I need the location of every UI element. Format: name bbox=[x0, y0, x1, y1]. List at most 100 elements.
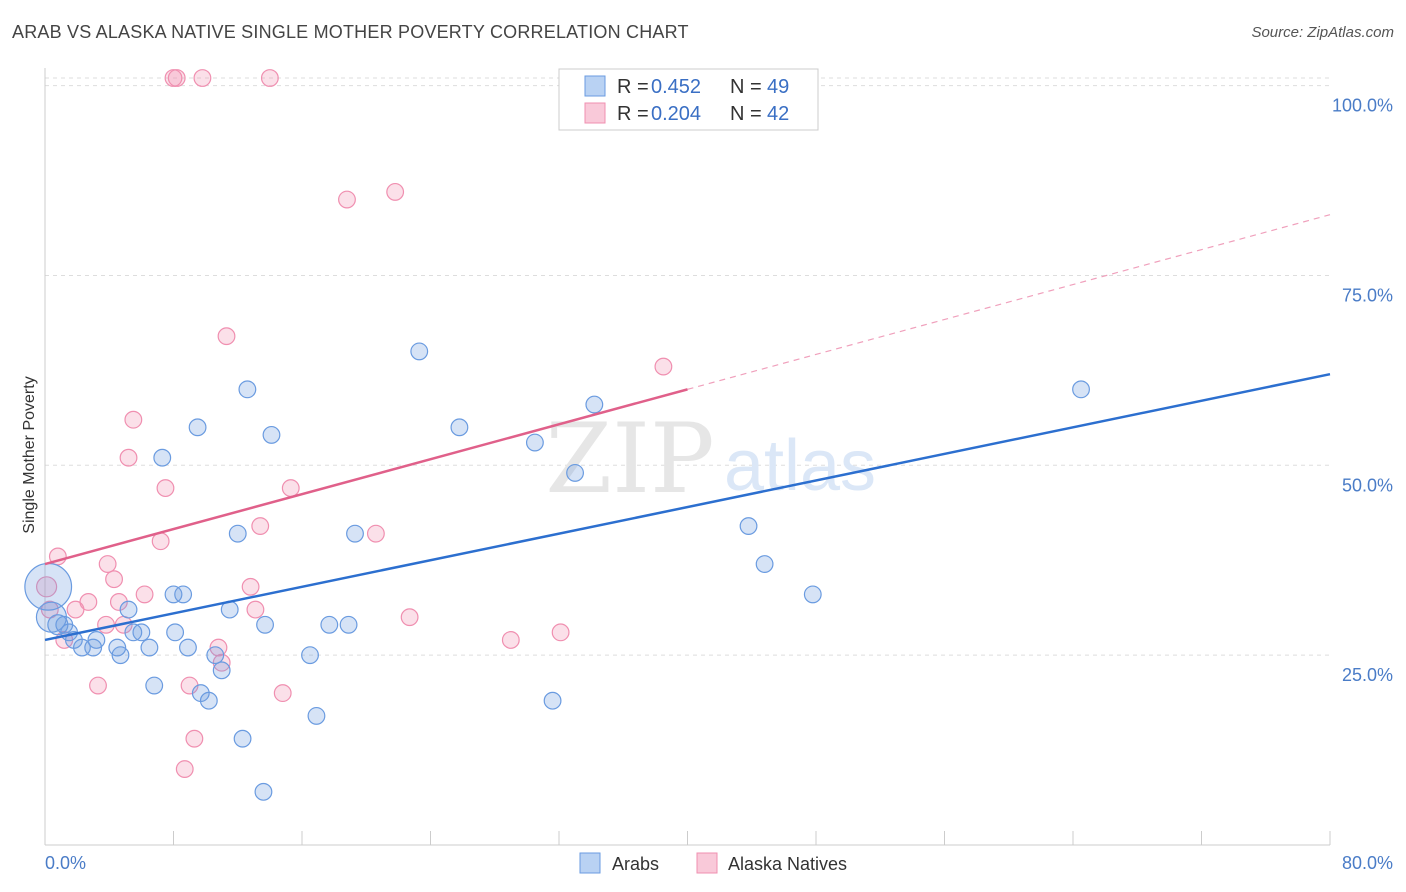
arabs-point bbox=[1072, 380, 1090, 399]
arabs-point bbox=[262, 425, 281, 444]
alaska-point bbox=[98, 555, 117, 573]
arabs-point bbox=[525, 433, 544, 452]
alaska-point bbox=[273, 684, 292, 703]
arabs-point bbox=[188, 418, 207, 437]
arabs-point bbox=[410, 342, 429, 361]
alaska-point bbox=[97, 615, 115, 634]
arabs-point bbox=[212, 661, 231, 680]
alaska-points bbox=[36, 69, 673, 778]
alaska-point bbox=[501, 631, 520, 649]
arabs-point bbox=[254, 782, 273, 801]
arabs-point bbox=[164, 585, 183, 604]
watermark: ZIP atlas bbox=[545, 403, 876, 515]
legend-r-value-arabs: 0.452 bbox=[651, 76, 701, 98]
chart-source: Source: ZipAtlas.com bbox=[1251, 24, 1394, 41]
alaska-point bbox=[175, 760, 194, 778]
legend-r-value-alaska: 0.204 bbox=[651, 103, 701, 125]
y-axis-label: Single Mother Poverty bbox=[21, 376, 38, 533]
arabs-point bbox=[739, 517, 758, 535]
grid-lines bbox=[45, 77, 1330, 656]
alaska-point bbox=[119, 448, 138, 467]
arabs-point bbox=[238, 380, 257, 399]
arabs-point bbox=[228, 524, 247, 543]
arabs-point bbox=[132, 623, 151, 642]
alaska-point bbox=[156, 479, 175, 498]
alaska-point bbox=[124, 410, 143, 429]
tick-labels: 25.0% 50.0% 75.0% 100.0% 0.0% 80.0% bbox=[45, 96, 1393, 873]
arabs-point bbox=[450, 418, 469, 437]
trend-lines bbox=[44, 214, 1331, 642]
arabs-point bbox=[585, 395, 604, 414]
y-tick-label: 25.0% bbox=[1342, 665, 1393, 685]
y-tick-label: 100.0% bbox=[1332, 96, 1393, 116]
alaska-point bbox=[185, 729, 204, 748]
arabs-point bbox=[174, 585, 193, 604]
alaska-trend-extension bbox=[687, 214, 1331, 390]
arabs-point bbox=[543, 691, 562, 710]
arabs-point bbox=[145, 676, 164, 695]
alaska-point bbox=[241, 577, 260, 596]
arabs-point bbox=[233, 729, 252, 748]
alaska-point bbox=[109, 593, 128, 611]
alaska-point bbox=[366, 524, 385, 543]
alaska-trend-line bbox=[44, 388, 688, 566]
bottom-legend-label-arabs: Arabs bbox=[612, 854, 659, 874]
arabs-point bbox=[179, 638, 197, 657]
alaska-point bbox=[89, 676, 107, 695]
arabs-point bbox=[256, 615, 274, 634]
x-tick-label-max: 80.0% bbox=[1342, 853, 1393, 873]
alaska-point bbox=[251, 517, 270, 535]
legend-n-value-arabs: 49 bbox=[767, 76, 789, 98]
bottom-legend-swatch-arabs bbox=[579, 852, 601, 874]
arabs-point bbox=[119, 600, 138, 619]
arabs-point bbox=[153, 448, 172, 467]
arabs-point bbox=[755, 555, 774, 573]
y-tick-label: 75.0% bbox=[1342, 285, 1393, 305]
alaska-point bbox=[281, 479, 300, 498]
x-tick-label-min: 0.0% bbox=[45, 853, 86, 873]
arabs-point bbox=[140, 638, 159, 657]
alaska-point bbox=[193, 69, 212, 87]
watermark-zip: ZIP bbox=[545, 403, 714, 515]
arabs-point bbox=[111, 646, 130, 665]
legend-r-label-arabs: R = bbox=[617, 76, 649, 98]
arabs-point bbox=[199, 691, 218, 710]
legend-n-label-arabs: N = bbox=[730, 76, 762, 98]
chart-title: ARAB VS ALASKA NATIVE SINGLE MOTHER POVE… bbox=[12, 22, 689, 42]
alaska-point bbox=[654, 357, 673, 376]
arabs-point bbox=[803, 585, 822, 604]
arabs-point bbox=[346, 524, 364, 543]
arabs-point bbox=[307, 706, 326, 725]
legend-swatch-alaska bbox=[584, 102, 606, 124]
watermark-atlas: atlas bbox=[724, 426, 876, 506]
arabs-point bbox=[339, 615, 358, 634]
arabs-point bbox=[166, 623, 185, 642]
arabs-trend-line bbox=[44, 372, 1331, 642]
arabs-point bbox=[206, 646, 225, 665]
alaska-point bbox=[400, 608, 419, 627]
arabs-point bbox=[301, 646, 319, 665]
alaska-point bbox=[167, 69, 186, 87]
alaska-point bbox=[79, 593, 98, 611]
alaska-point bbox=[551, 623, 570, 642]
arabs-point bbox=[320, 615, 339, 634]
axes bbox=[44, 68, 1331, 846]
alaska-point bbox=[260, 69, 279, 87]
legend-n-label-alaska: N = bbox=[730, 103, 762, 125]
legend-n-value-alaska: 42 bbox=[767, 103, 789, 125]
bottom-legend: Arabs Alaska Natives bbox=[579, 852, 847, 874]
alaska-point bbox=[386, 182, 405, 201]
y-tick-label: 50.0% bbox=[1342, 475, 1393, 495]
arabs-point bbox=[84, 638, 103, 657]
alaska-point bbox=[36, 576, 58, 598]
alaska-point bbox=[135, 585, 154, 604]
arabs-points bbox=[24, 342, 1090, 801]
legend-swatch-arabs bbox=[584, 75, 606, 97]
alaska-point bbox=[246, 600, 265, 619]
arabs-point bbox=[566, 463, 584, 482]
legend: R = 0.452 N = 49 R = 0.204 N = 42 bbox=[558, 68, 819, 131]
legend-r-label-alaska: R = bbox=[617, 103, 649, 125]
alaska-point bbox=[105, 570, 124, 589]
alaska-point bbox=[338, 190, 356, 209]
